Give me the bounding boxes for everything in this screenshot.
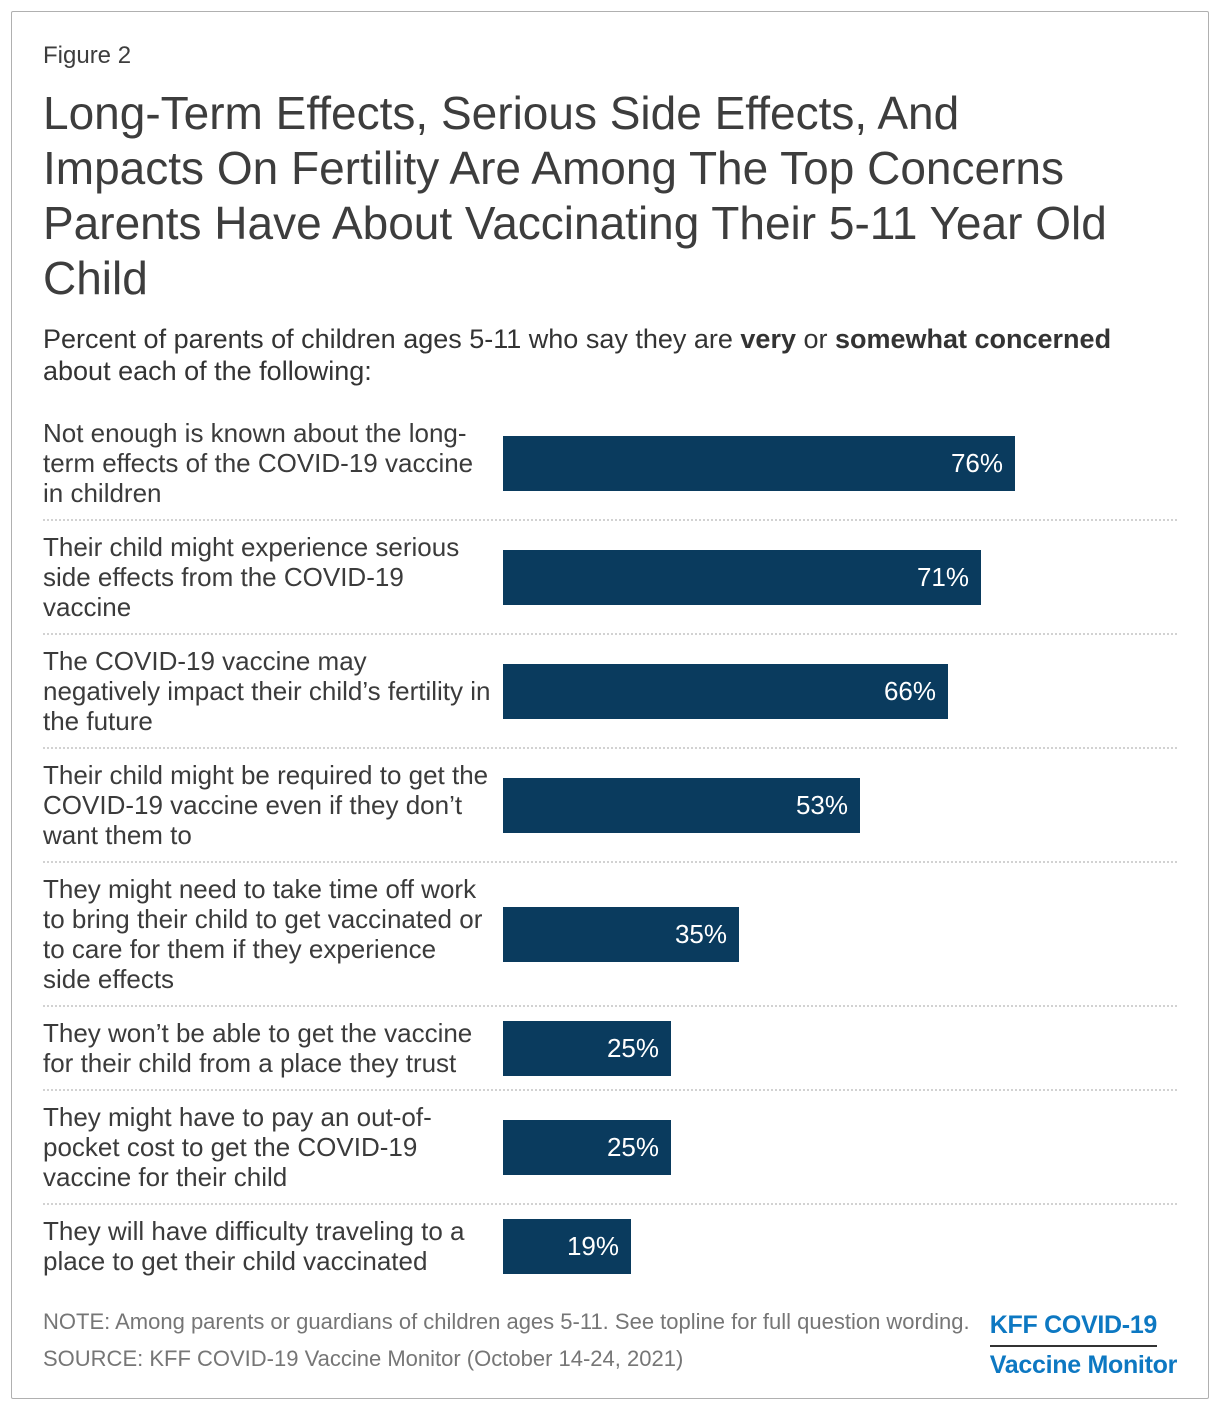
category-label: Their child might be required to get the… xyxy=(43,760,489,850)
chart-row: The COVID-19 vaccine may negatively impa… xyxy=(43,635,1177,749)
kff-vaccine-monitor-logo: KFF COVID-19 Vaccine Monitor xyxy=(989,1311,1178,1380)
bar: 19% xyxy=(503,1218,631,1274)
bar-value-label: 76% xyxy=(950,447,1003,478)
bar: 25% xyxy=(503,1020,671,1076)
category-label: They will have difficulty traveling to a… xyxy=(43,1216,465,1276)
subtitle-bold-somewhat-concerned: somewhat concerned xyxy=(834,324,1112,354)
bar: 35% xyxy=(503,906,739,962)
bar-track: 25% xyxy=(503,1020,1177,1076)
bar: 66% xyxy=(503,663,948,719)
bar-value-label: 19% xyxy=(566,1230,619,1261)
subtitle-bold-very: very xyxy=(740,324,796,354)
bar: 53% xyxy=(503,777,860,833)
subtitle-text: about each of the following: xyxy=(43,356,372,386)
subtitle-text: or xyxy=(795,324,835,354)
chart-subtitle: Percent of parents of children ages 5-11… xyxy=(43,323,1177,387)
bar-value-label: 66% xyxy=(883,675,936,706)
bar: 25% xyxy=(503,1119,671,1175)
category-label: They won’t be able to get the vaccine fo… xyxy=(43,1018,473,1078)
chart-row: They might have to pay an out-of- pocket… xyxy=(43,1091,1177,1205)
chart-row: Not enough is known about the long- term… xyxy=(43,407,1177,521)
chart-row: Their child might experience serious sid… xyxy=(43,521,1177,635)
bar-track: 71% xyxy=(503,549,1177,605)
category-label: The COVID-19 vaccine may negatively impa… xyxy=(43,646,491,736)
bar-value-label: 53% xyxy=(795,789,848,820)
logo-line-2: Vaccine Monitor xyxy=(989,1351,1178,1379)
category-label: They might have to pay an out-of- pocket… xyxy=(43,1102,432,1192)
figure-frame: Figure 2 Long-Term Effects, Serious Side… xyxy=(11,11,1209,1399)
chart-row: They will have difficulty traveling to a… xyxy=(43,1205,1177,1287)
bar-track: 25% xyxy=(503,1119,1177,1175)
note-text: NOTE: Among parents or guardians of chil… xyxy=(43,1309,970,1334)
bar-track: 53% xyxy=(503,777,1177,833)
figure-label: Figure 2 xyxy=(43,42,132,69)
subtitle-text: Percent of parents of children ages 5-11… xyxy=(43,324,741,354)
bar-value-label: 25% xyxy=(606,1032,659,1063)
chart-row: They won’t be able to get the vaccine fo… xyxy=(43,1007,1177,1091)
bar-track: 35% xyxy=(503,906,1177,962)
logo-line-1: KFF COVID-19 xyxy=(989,1311,1157,1347)
bar-track: 66% xyxy=(503,663,1177,719)
bar: 71% xyxy=(503,549,981,605)
bar-value-label: 71% xyxy=(916,561,969,592)
bar-chart: Not enough is known about the long- term… xyxy=(43,407,1177,1287)
category-label: Not enough is known about the long- term… xyxy=(43,418,474,508)
chart-row: They might need to take time off work to… xyxy=(43,863,1177,1007)
bar-track: 19% xyxy=(503,1218,1177,1274)
chart-row: Their child might be required to get the… xyxy=(43,749,1177,863)
footer: NOTE: Among parents or guardians of chil… xyxy=(43,1303,1177,1380)
source-text: SOURCE: KFF COVID-19 Vaccine Monitor (Oc… xyxy=(43,1346,684,1371)
category-label: They might need to take time off work to… xyxy=(43,874,483,994)
category-label: Their child might experience serious sid… xyxy=(43,532,460,622)
bar: 76% xyxy=(503,435,1015,491)
bar-value-label: 35% xyxy=(674,918,727,949)
bar-track: 76% xyxy=(503,435,1177,491)
bar-value-label: 25% xyxy=(606,1131,659,1162)
chart-title: Long-Term Effects, Serious Side Effects,… xyxy=(43,87,1107,304)
footnotes: NOTE: Among parents or guardians of chil… xyxy=(43,1303,970,1377)
